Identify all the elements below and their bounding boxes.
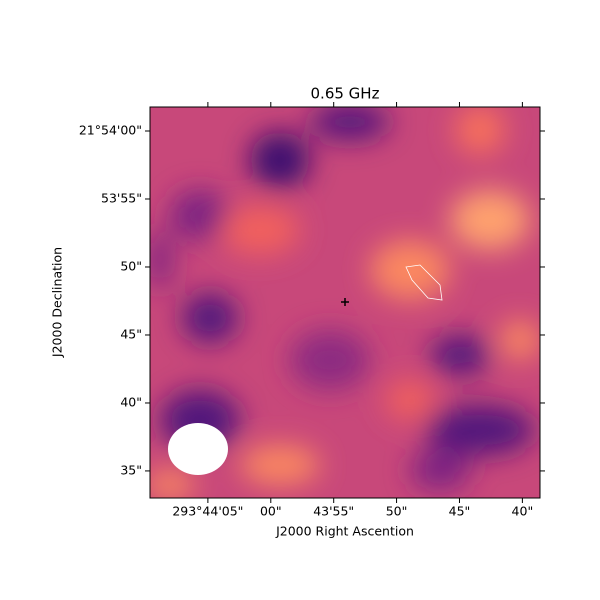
radio-map [150, 107, 540, 498]
x-tick-label: 293°44'05" [172, 504, 243, 519]
beam [168, 423, 228, 475]
x-axis-label: J2000 Right Ascention [275, 524, 414, 539]
contour [405, 264, 443, 301]
x-tick-label: 45" [449, 504, 471, 519]
axes-frame [149, 106, 541, 499]
y-tick-label: 40" [120, 394, 142, 409]
y-tick-label: 35" [120, 462, 142, 477]
chart-title: 0.65 GHz [311, 85, 380, 103]
x-tick-label: 00" [260, 504, 282, 519]
x-tick-label: 43'55" [313, 504, 354, 519]
x-tick-label: 40" [512, 504, 534, 519]
y-tick-label: 50" [120, 258, 142, 273]
y-tick-label: 21°54'00" [79, 122, 142, 137]
source-marker [341, 298, 349, 306]
y-axis-label: J2000 Declination [50, 247, 65, 358]
x-tick-label: 50" [386, 504, 408, 519]
y-tick-label: 45" [120, 326, 142, 341]
y-tick-label: 53'55" [101, 190, 142, 205]
